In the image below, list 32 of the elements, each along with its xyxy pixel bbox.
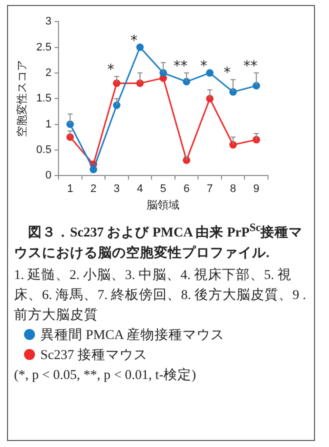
x-axis-title: 脳領域: [146, 198, 180, 212]
point: [206, 69, 214, 77]
x-tick-label: 2: [90, 183, 96, 196]
legend-label: 異種間 PMCA 産物接種マウス: [39, 326, 225, 344]
y-tick-label: 3: [45, 16, 52, 28]
point: [136, 44, 144, 52]
text: 1. 延髄、2. 小脳、3. 中脳、4. 視床下部、5. 視床、6. 海馬、7. 終板傍回、8. 後方大脳皮質、9 .前方大脳皮質: [14, 266, 307, 324]
annotation: **: [243, 58, 258, 75]
y-tick-label: 0: [45, 170, 52, 182]
y-tick-label: 0.5: [36, 144, 52, 156]
y-axis-title: 空胞変性スコア: [16, 60, 29, 138]
x-tick-label: 3: [114, 183, 120, 196]
y-tick-label: 1: [45, 118, 52, 130]
annotation: *: [130, 32, 138, 49]
annotation: *: [107, 62, 114, 78]
y-tick-label: 1.5: [36, 92, 52, 105]
x-tick-label: 5: [160, 183, 166, 196]
annotation: *: [224, 65, 231, 82]
y-tick-label: 2: [45, 66, 52, 79]
annotation: *: [200, 58, 208, 75]
x-tick-label: 6: [183, 183, 190, 196]
text: 図３．Sc237 および PMCA 由来 PrP$^{Sc}$接種マウスにおける脳の空胞変性プロファイル.: [14, 221, 304, 262]
x-tick-label: 1: [67, 183, 74, 196]
point: [90, 166, 98, 174]
y-tick-label: 2.5: [36, 41, 52, 54]
legend-label: Sc237 接種マウス: [39, 346, 148, 364]
annotation: **: [174, 58, 188, 75]
x-tick-label: 9: [253, 183, 260, 196]
x-tick-label: 7: [206, 183, 213, 196]
text: (*, p < 0.05, **, p < 0.01, t-検定): [14, 366, 197, 384]
x-tick-label: 4: [136, 183, 144, 196]
x-tick-label: 8: [230, 183, 236, 196]
